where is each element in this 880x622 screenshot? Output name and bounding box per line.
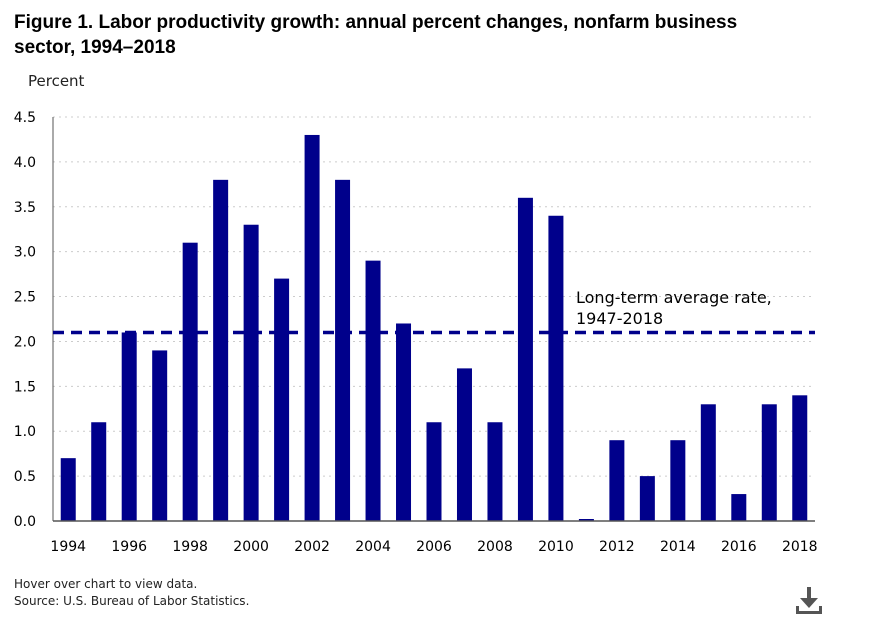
source-note: Source: U.S. Bureau of Labor Statistics. [14,594,250,608]
bar-2018[interactable] [792,395,808,521]
x-tick-label: 2004 [355,539,391,555]
bar-2003[interactable] [335,179,351,521]
x-tick-label: 2010 [538,539,574,555]
chart-footer: Hover over chart to view data. Source: U… [14,576,249,610]
y-tick-label: 0.5 [14,469,36,485]
long-term-average-label: Long-term average rate, [576,288,772,307]
bar-2013[interactable] [639,476,655,521]
bar-1998[interactable] [182,242,198,521]
bar-2011[interactable] [578,519,594,521]
y-tick-label: 4.5 [14,110,36,126]
chart-title: Figure 1. Labor productivity growth: ann… [14,12,738,58]
x-tick-label: 2002 [294,539,330,555]
y-tick-label: 2.5 [14,290,36,306]
bar-2012[interactable] [609,440,625,521]
x-tick-label: 2012 [599,539,635,555]
bars[interactable] [60,134,808,522]
hover-note: Hover over chart to view data. [14,577,198,591]
y-tick-label: 0.0 [14,514,36,530]
x-tick-label: 1996 [111,539,147,555]
bar-2002[interactable] [304,134,320,521]
download-button[interactable] [793,585,825,617]
x-tick-label: 1998 [172,539,208,555]
gridlines [53,116,815,477]
y-tick-labels: 0.0 0.5 1.0 1.5 2.0 2.5 3.0 3.5 4.0 4.5 [14,110,36,530]
long-term-average-label-years: 1947-2018 [576,309,663,328]
bar-1994[interactable] [60,458,76,521]
bar-2010[interactable] [548,215,564,521]
bar-2009[interactable] [517,197,533,522]
download-icon [796,587,822,614]
bar-2017[interactable] [761,404,777,521]
bar-2007[interactable] [456,368,472,521]
bar-1999[interactable] [213,179,229,521]
x-tick-labels: 1994 1996 1998 2000 2002 2004 2006 2008 2010 2012… [50,539,817,555]
y-tick-label: 2.0 [14,334,36,350]
bar-2006[interactable] [426,422,442,521]
x-tick-label: 2000 [233,539,269,555]
bar-2005[interactable] [396,323,412,521]
bar-2001[interactable] [274,278,290,521]
x-tick-label: 1994 [50,539,86,555]
x-tick-label: 2016 [721,539,757,555]
bar-1996[interactable] [121,332,137,521]
y-tick-label: 3.0 [14,245,36,261]
bar-2015[interactable] [700,404,716,521]
y-tick-label: 3.5 [14,200,36,216]
x-tick-label: 2008 [477,539,513,555]
bar-2016[interactable] [731,494,747,521]
x-tick-label: 2014 [660,539,696,555]
bar-1995[interactable] [91,422,107,521]
bar-1997[interactable] [152,350,168,521]
x-tick-label: 2018 [782,539,818,555]
y-tick-label: 1.0 [14,424,36,440]
bar-2014[interactable] [670,440,686,521]
bar-2008[interactable] [487,422,503,521]
y-tick-label: 4.0 [14,155,36,171]
y-axis-label: Percent [28,72,85,90]
x-tick-label: 2006 [416,539,452,555]
bar-2000[interactable] [243,224,259,521]
y-tick-label: 1.5 [14,379,36,395]
bar-2004[interactable] [365,260,381,521]
